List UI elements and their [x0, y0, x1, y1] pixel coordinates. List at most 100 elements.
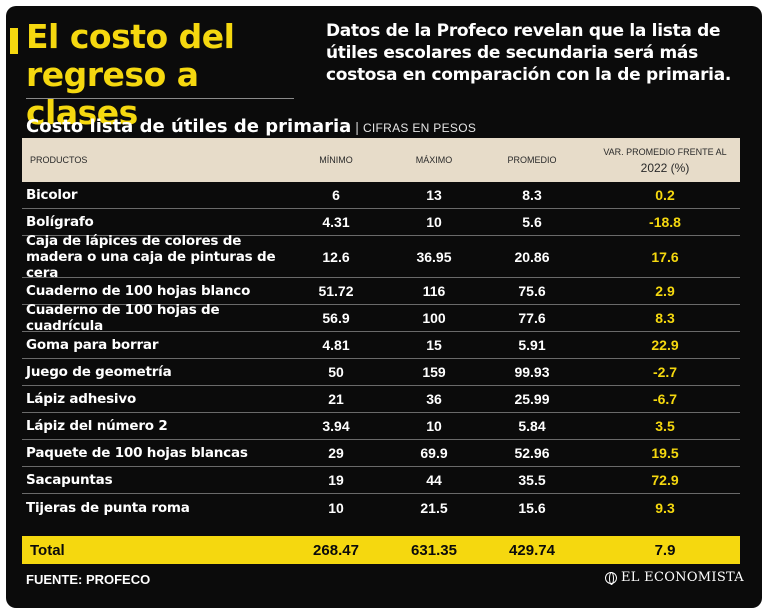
globe-icon — [605, 571, 618, 585]
cell-avg: 77.6 — [518, 310, 546, 326]
cell-min: 21 — [328, 391, 344, 407]
cell-min: 51.72 — [318, 283, 354, 299]
header-avg: PROMEDIO — [507, 155, 557, 165]
cell-max: 10 — [426, 418, 442, 434]
total-max: 631.35 — [411, 541, 457, 559]
cell-product: Tijeras de punta roma — [26, 499, 190, 516]
cell-var: 3.5 — [655, 418, 675, 434]
cell-max: 10 — [426, 214, 442, 230]
table-row: Bicolor 6 13 8.3 0.2 — [22, 182, 740, 209]
cell-product: Cuaderno de 100 hojas blanco — [26, 283, 251, 299]
cell-max: 100 — [422, 310, 446, 326]
table-row: Lápiz del número 2 3.94 10 5.84 3.5 — [22, 413, 740, 440]
table-row: Cuaderno de 100 hojas blanco 51.72 116 7… — [22, 278, 740, 305]
cell-avg: 99.93 — [514, 364, 550, 380]
cell-min: 50 — [328, 364, 344, 380]
table-row: Cuaderno de 100 hojas de cuadrícula 56.9… — [22, 302, 740, 334]
cell-avg: 20.86 — [514, 248, 550, 265]
cell-product: Caja de lápices de colores de madera o u… — [26, 232, 276, 281]
cell-min: 3.94 — [322, 418, 350, 434]
table-row: Lápiz adhesivo 21 36 25.99 -6.7 — [22, 386, 740, 413]
cell-var: 72.9 — [651, 472, 679, 488]
cell-var: 0.2 — [655, 187, 675, 203]
cell-var: 9.3 — [655, 499, 675, 516]
table-unit: CIFRAS EN PESOS — [362, 121, 477, 135]
cell-var: 8.3 — [655, 310, 675, 326]
cell-var: 2.9 — [655, 283, 675, 299]
cell-max: 69.9 — [420, 445, 448, 461]
subtitle-separator: | — [355, 119, 359, 135]
cell-product: Lápiz del número 2 — [26, 418, 168, 434]
headline: El costo del regreso a clases — [26, 17, 235, 132]
cell-avg: 15.6 — [518, 499, 546, 516]
cell-product: Bicolor — [26, 187, 78, 203]
cell-product: Juego de geometría — [26, 364, 172, 380]
cell-min: 10 — [328, 499, 344, 516]
cell-avg: 75.6 — [518, 283, 546, 299]
cell-min: 6 — [332, 187, 340, 203]
table-header: PRODUCTOS MÍNIMO MÁXIMO PROMEDIO VAR. PR… — [22, 138, 740, 182]
table-row: Goma para borrar 4.81 15 5.91 22.9 — [22, 332, 740, 359]
cell-product: Cuaderno de 100 hojas de cuadrícula — [26, 302, 220, 334]
cell-max: 116 — [422, 283, 446, 299]
brand-name: EL ECONOMISTA — [621, 570, 744, 585]
cell-min: 29 — [328, 445, 344, 461]
table-row: Bolígrafo 4.31 10 5.6 -18.8 — [22, 209, 740, 236]
cell-product: Sacapuntas — [26, 472, 113, 488]
cell-product: Lápiz adhesivo — [26, 391, 137, 407]
cell-min: 4.31 — [322, 214, 350, 230]
table-row: Tijeras de punta roma 10 21.5 15.6 9.3 — [22, 494, 740, 521]
headline-divider — [26, 98, 294, 99]
cell-max: 36 — [426, 391, 442, 407]
cell-max: 15 — [426, 337, 442, 353]
total-avg: 429.74 — [509, 541, 555, 559]
accent-bar — [10, 28, 18, 54]
cell-avg: 52.96 — [514, 445, 550, 461]
table-row: Paquete de 100 hojas blancas 29 69.9 52.… — [22, 440, 740, 467]
cell-avg: 5.84 — [518, 418, 546, 434]
cell-min: 4.81 — [322, 337, 350, 353]
cell-var: -6.7 — [652, 391, 678, 407]
table-body: Bicolor 6 13 8.3 0.2 Bolígrafo 4.31 10 5… — [22, 182, 740, 521]
header-var-line1: VAR. PROMEDIO FRENTE AL — [603, 147, 727, 157]
table-subtitle: Costo lista de útiles de primaria | CIFRAS… — [26, 116, 476, 137]
cell-min: 19 — [328, 472, 344, 488]
cell-avg: 35.5 — [518, 472, 546, 488]
cell-max: 21.5 — [420, 499, 448, 516]
table-title: Costo lista de útiles de primaria — [26, 116, 352, 137]
cell-avg: 8.3 — [522, 187, 542, 203]
table-row: Juego de geometría 50 159 99.93 -2.7 — [22, 359, 740, 386]
cell-avg: 5.6 — [522, 214, 542, 230]
source-note: FUENTE: PROFECO — [26, 572, 151, 587]
cell-min: 12.6 — [322, 248, 350, 265]
cell-var: -18.8 — [649, 214, 681, 230]
cell-max: 44 — [426, 472, 442, 488]
cell-min: 56.9 — [322, 310, 350, 326]
header-min: MÍNIMO — [319, 155, 353, 165]
cell-var: 19.5 — [651, 445, 679, 461]
cell-max: 159 — [422, 364, 446, 380]
cell-product: Goma para borrar — [26, 337, 159, 353]
cell-max: 36.95 — [416, 248, 452, 265]
cell-avg: 5.91 — [518, 337, 546, 353]
infographic-card: El costo del regreso a clases Datos de l… — [6, 6, 762, 608]
table-row: Sacapuntas 19 44 35.5 72.9 — [22, 467, 740, 494]
cell-max: 13 — [426, 187, 442, 203]
brand-logo: EL ECONOMISTA — [605, 570, 744, 585]
cell-product: Paquete de 100 hojas blancas — [26, 445, 248, 461]
header-var-line2: 2022 (%) — [640, 161, 690, 175]
cell-var: 17.6 — [651, 248, 679, 265]
header-products: PRODUCTOS — [30, 155, 88, 165]
cell-var: -2.7 — [652, 364, 678, 380]
table-row: Caja de lápices de colores de madera o u… — [22, 232, 740, 281]
total-label: Total — [30, 541, 65, 559]
total-min: 268.47 — [313, 541, 359, 559]
total-var: 7.9 — [654, 541, 676, 559]
cell-product: Bolígrafo — [26, 214, 94, 230]
header-var: VAR. PROMEDIO FRENTE AL 2022 (%) — [590, 138, 740, 182]
cell-avg: 25.99 — [514, 391, 550, 407]
header-max: MÁXIMO — [415, 155, 453, 165]
cell-var: 22.9 — [651, 337, 679, 353]
intro-text: Datos de la Profeco revelan que la lista… — [326, 21, 732, 85]
total-row: Total 268.47 631.35 429.74 7.9 — [22, 536, 740, 564]
